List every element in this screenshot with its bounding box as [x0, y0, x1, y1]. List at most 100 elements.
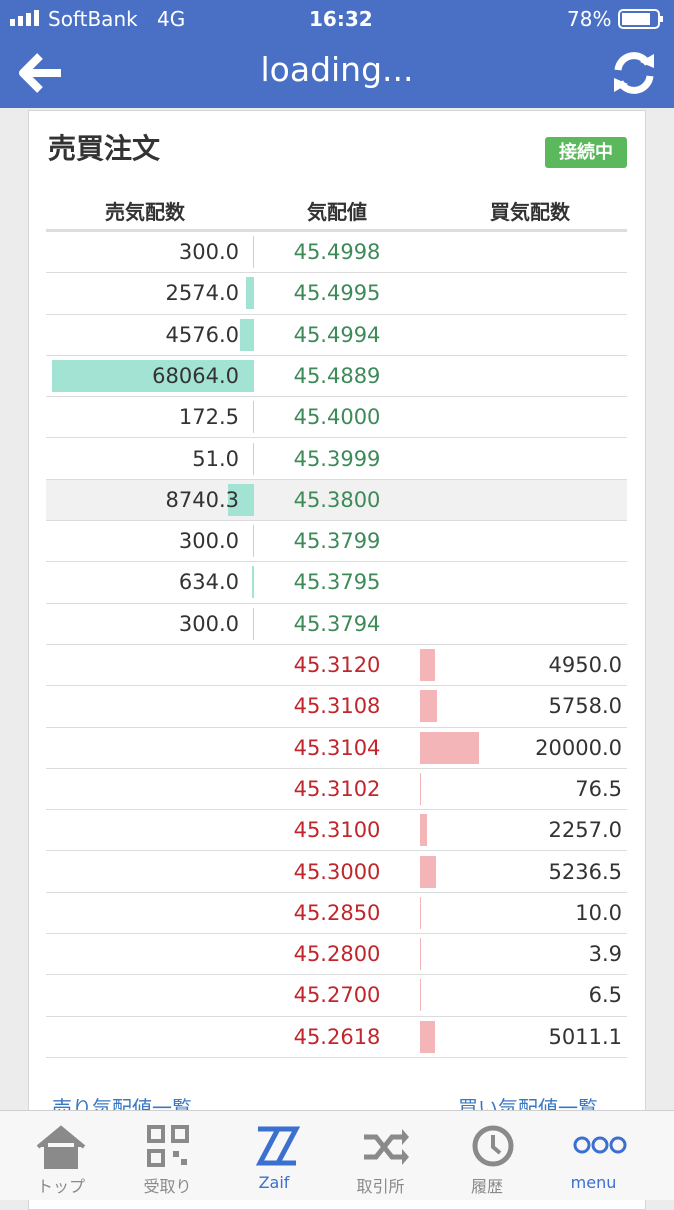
bid-bar	[420, 649, 435, 681]
column-header: 売気配数	[105, 200, 185, 224]
back-button[interactable]	[18, 52, 64, 94]
header: loading...	[0, 38, 674, 108]
order-row: 45.3120 4950.0	[46, 645, 627, 687]
network: 4G	[157, 7, 186, 31]
bid-price: 45.2800	[293, 942, 381, 967]
battery-icon	[618, 9, 663, 29]
order-row: 45.3100 2257.0	[46, 810, 627, 852]
bid-amount: 5758.0	[548, 694, 622, 719]
bid-amount: 10.0	[575, 900, 622, 925]
header-title: loading...	[260, 50, 414, 89]
column-header: 気配値	[307, 200, 367, 224]
order-row: 45.3104 20000.0	[46, 728, 627, 769]
card-title: 売買注文	[48, 132, 161, 165]
status-badge: 接続中	[545, 137, 627, 168]
order-row: 2574.0 45.4995	[46, 273, 627, 315]
bid-amount: 4950.0	[548, 653, 622, 677]
bid-price: 45.3108	[293, 694, 381, 719]
signal-icon	[10, 10, 39, 26]
ask-bar	[253, 401, 254, 434]
order-row: 4576.0 45.4994	[46, 315, 627, 356]
bid-bar	[420, 814, 427, 847]
ask-amount: 300.0	[178, 529, 239, 554]
ask-amount: 2574.0	[165, 281, 239, 306]
ask-price: 45.4994	[293, 322, 381, 347]
bid-amount: 76.5	[575, 776, 622, 801]
bid-price: 45.3100	[293, 818, 381, 843]
tab-label[interactable]: menu	[570, 1173, 617, 1192]
bid-price: 45.3120	[293, 653, 381, 677]
ask-price: 45.3800	[293, 487, 381, 512]
order-row: 45.3000 5236.5	[46, 852, 627, 893]
bid-bar	[420, 1020, 435, 1053]
bid-bar	[420, 731, 480, 764]
order-row: 45.3102 76.5	[46, 769, 627, 811]
ask-bar	[52, 359, 254, 392]
history-icon	[472, 1125, 514, 1167]
tab-label[interactable]: 履歴	[470, 1177, 503, 1196]
bid-price: 45.3104	[293, 735, 381, 760]
ask-price: 45.4000	[293, 405, 381, 430]
order-row: 45.2618 5011.1	[46, 1017, 627, 1058]
order-row: 45.2800 3.9	[46, 934, 627, 976]
ask-bar	[253, 607, 254, 640]
bid-bar	[420, 855, 436, 888]
tab-label[interactable]: トップ	[36, 1177, 85, 1196]
bid-bar	[420, 979, 421, 1012]
refresh-button[interactable]	[610, 50, 658, 96]
bid-price: 45.3102	[293, 776, 381, 801]
ask-price: 45.3794	[293, 611, 381, 636]
order-row: 45.2700 6.5	[46, 975, 627, 1017]
ask-bar	[246, 277, 254, 310]
tab-label[interactable]: Zaif	[258, 1173, 290, 1192]
ask-bar	[253, 525, 254, 558]
bid-amount: 5011.1	[548, 1024, 622, 1049]
bid-price: 45.2618	[293, 1024, 381, 1049]
order-row: 172.5 45.4000	[46, 397, 627, 439]
carrier: SoftBank	[48, 7, 138, 31]
bid-amount: 3.9	[588, 942, 622, 967]
menu-icon	[573, 1136, 627, 1154]
order-row: 634.0 45.3795	[46, 562, 627, 604]
home-icon	[36, 1125, 86, 1169]
bid-amount: 2257.0	[548, 818, 622, 843]
ask-price: 45.4995	[293, 281, 381, 306]
ask-bar	[240, 318, 254, 351]
bid-bar	[420, 690, 438, 723]
qr-icon	[147, 1125, 189, 1167]
order-row: 45.3108 5758.0	[46, 686, 627, 728]
battery-text: 78%	[567, 7, 612, 31]
order-row: 300.0 45.3799	[46, 521, 627, 563]
bid-price: 45.2700	[293, 983, 381, 1008]
ask-price: 45.3795	[293, 570, 381, 595]
exchange-icon	[364, 1129, 409, 1165]
tab-label[interactable]: 受取り	[143, 1177, 192, 1196]
ask-amount: 51.0	[192, 446, 239, 471]
ask-price: 45.3799	[293, 529, 381, 554]
order-row: 8740.3 45.3800	[46, 479, 627, 522]
order-row: 68064.0 45.4889	[46, 356, 627, 398]
ask-amount: 300.0	[178, 240, 239, 264]
ask-price: 45.4889	[293, 363, 381, 388]
ask-amount: 8740.3	[165, 487, 239, 512]
zaif-icon	[255, 1126, 300, 1166]
ask-amount: 300.0	[178, 611, 239, 636]
ask-price: 45.4998	[293, 240, 381, 264]
order-row: 300.0 45.4998	[46, 232, 627, 274]
ask-bar	[228, 483, 254, 516]
bid-price: 45.2850	[293, 900, 381, 925]
order-card	[28, 110, 646, 1210]
bid-amount: 6.5	[588, 983, 622, 1008]
ask-price: 45.3999	[293, 446, 381, 471]
ask-amount: 4576.0	[165, 322, 239, 347]
tab-label[interactable]: 取引所	[356, 1177, 405, 1196]
header-divider	[46, 229, 627, 232]
ask-amount: 634.0	[178, 570, 239, 595]
ask-amount: 172.5	[178, 405, 239, 430]
bid-bar	[420, 772, 421, 805]
bid-amount: 20000.0	[535, 735, 622, 760]
column-header: 買気配数	[490, 200, 570, 224]
status-bar: SoftBank 4G 16:32 78%	[0, 0, 674, 38]
ask-bar	[252, 566, 254, 599]
